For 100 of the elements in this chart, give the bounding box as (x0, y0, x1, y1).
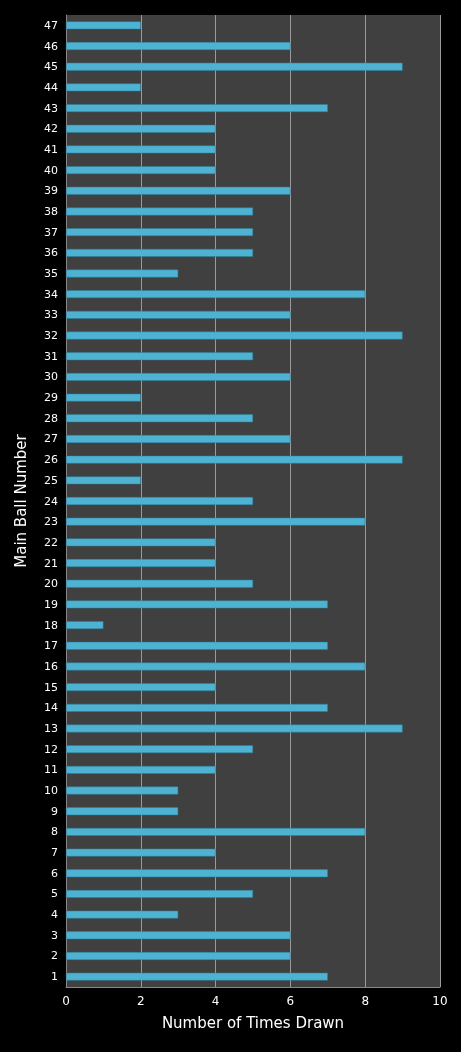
y-tick-label: 43 (44, 101, 58, 115)
bar (66, 745, 253, 754)
bar (66, 952, 291, 960)
y-tick-label: 28 (44, 411, 58, 425)
bar (66, 497, 253, 505)
bar (66, 455, 403, 464)
y-tick-label: 16 (44, 659, 58, 673)
y-tick-label: 34 (44, 287, 58, 301)
y-tick-label: 7 (51, 846, 58, 860)
y-tick-label: 38 (44, 204, 58, 218)
bar (66, 724, 403, 733)
bar (66, 579, 253, 588)
y-tick-label: 14 (44, 701, 58, 715)
x-tick-label: 8 (361, 994, 370, 1008)
bar (66, 62, 403, 71)
bar (66, 124, 216, 133)
bar (66, 42, 291, 50)
bar (66, 910, 179, 919)
y-tick-label: 1 (51, 970, 58, 984)
x-tick-label: 0 (62, 994, 70, 1008)
bar (66, 786, 179, 795)
y-tick-label: 2 (51, 949, 58, 963)
y-tick-label: 9 (51, 804, 58, 818)
y-tick-label: 27 (44, 432, 58, 446)
x-tick-label: 4 (211, 994, 220, 1008)
bar (66, 559, 216, 567)
y-axis-title: Main Ball Number (11, 433, 30, 568)
bar (66, 435, 291, 443)
y-tick-label: 12 (44, 742, 58, 756)
bar (66, 476, 141, 485)
bar (66, 600, 328, 609)
bar (66, 703, 328, 712)
bar (66, 765, 216, 774)
y-tick-label: 44 (44, 80, 58, 94)
bar (66, 372, 291, 381)
y-tick-label: 36 (44, 246, 58, 260)
bar (66, 683, 216, 692)
y-tick-label: 3 (51, 928, 58, 942)
y-tick-label: 45 (44, 60, 58, 74)
bar (66, 166, 216, 175)
bar (66, 848, 216, 857)
y-tick-label: 21 (44, 556, 58, 570)
x-tick-label: 10 (432, 994, 448, 1008)
y-tick-label: 31 (44, 349, 58, 363)
bar (66, 186, 291, 195)
y-tick-label: 6 (51, 866, 58, 880)
y-tick-label: 19 (44, 597, 58, 611)
bar (66, 352, 253, 361)
bar (66, 145, 216, 154)
bar (66, 414, 253, 423)
y-tick-label: 23 (44, 515, 58, 529)
bar (66, 869, 328, 878)
y-tick-label: 33 (44, 308, 58, 322)
x-tick-label: 6 (286, 994, 295, 1008)
bar (66, 931, 291, 940)
y-tick-label: 39 (44, 184, 58, 198)
y-tick-label: 10 (44, 784, 58, 798)
bar (66, 269, 179, 278)
y-tick-label: 24 (44, 494, 58, 508)
bar (66, 807, 179, 816)
y-tick-label: 35 (44, 267, 58, 281)
bar (66, 517, 366, 526)
y-tick-label: 20 (44, 577, 58, 591)
y-tick-label: 46 (44, 39, 58, 53)
y-tick-label: 47 (44, 18, 58, 32)
bar (66, 331, 403, 340)
bar (66, 662, 366, 671)
bar (66, 621, 104, 630)
bar (66, 827, 366, 836)
bar (66, 207, 253, 216)
bar (66, 83, 141, 92)
bar (66, 290, 366, 299)
y-tick-label: 30 (44, 370, 58, 384)
y-tick-label: 40 (44, 163, 58, 177)
y-tick-label: 42 (44, 122, 58, 136)
bar (66, 641, 328, 650)
y-tick-label: 22 (44, 535, 58, 549)
y-tick-label: 13 (44, 721, 58, 735)
y-tick-label: 41 (44, 142, 58, 156)
bar (66, 538, 216, 547)
bar (66, 104, 328, 112)
y-tick-label: 17 (44, 639, 58, 653)
y-tick-label: 25 (44, 473, 58, 487)
y-tick-label: 15 (44, 680, 58, 694)
bar (66, 310, 291, 319)
y-tick-label: 11 (44, 763, 58, 777)
y-tick-label: 29 (44, 391, 58, 405)
y-tick-label: 32 (44, 329, 58, 343)
bar (66, 972, 328, 981)
y-tick-label: 8 (51, 825, 58, 839)
y-tick-label: 5 (51, 887, 58, 901)
y-tick-label: 37 (44, 225, 58, 239)
x-tick-label: 2 (136, 994, 145, 1008)
x-axis-title: Number of Times Drawn (161, 1013, 345, 1032)
bar (66, 228, 253, 237)
bar (66, 393, 141, 402)
bar (66, 890, 253, 898)
y-tick-label: 18 (44, 618, 58, 632)
bar (66, 248, 253, 257)
bar (66, 21, 141, 30)
